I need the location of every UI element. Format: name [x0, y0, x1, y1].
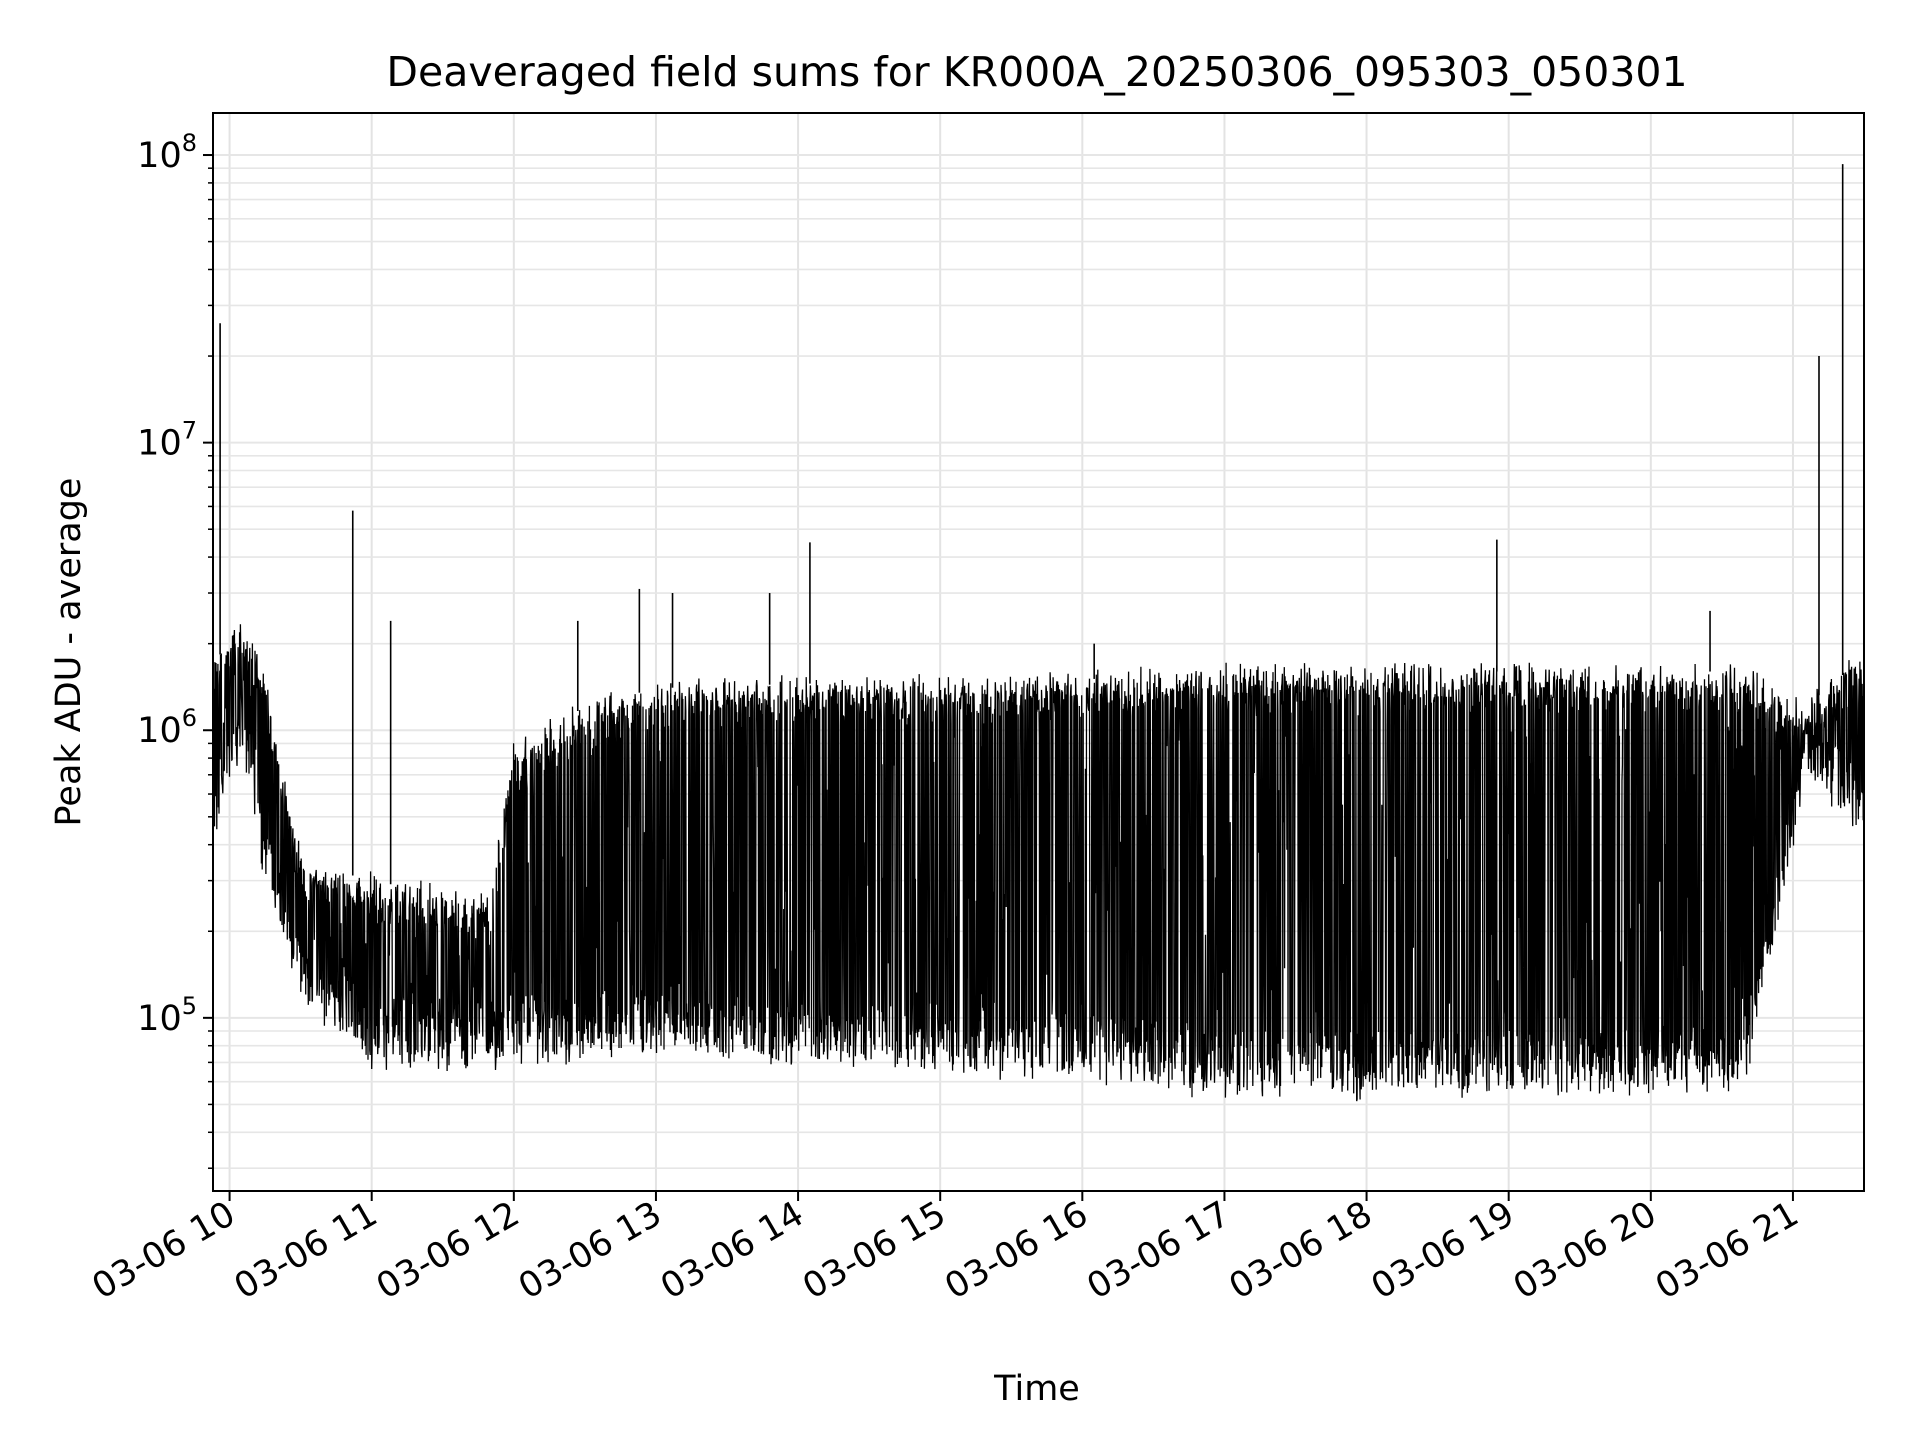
data-series-line — [212, 624, 1865, 1102]
y-axis: 105 106 107 108 — [137, 129, 213, 1169]
x-tick-label: 03-06 21 — [1649, 1194, 1805, 1307]
y-tick-label: 108 — [137, 129, 197, 176]
y-tick-label: 105 — [137, 992, 197, 1039]
x-tick-label: 03-06 14 — [654, 1194, 810, 1307]
x-tick-label: 03-06 13 — [512, 1194, 668, 1307]
x-tick-label: 03-06 15 — [796, 1194, 952, 1307]
x-tick-label: 03-06 16 — [939, 1194, 1095, 1307]
x-tick-label: 03-06 20 — [1507, 1194, 1663, 1307]
plot-frame — [212, 112, 1865, 1192]
x-tick-label: 03-06 19 — [1365, 1194, 1521, 1307]
y-axis-label: Peak ADU - average — [49, 478, 89, 827]
x-tick-label: 03-06 10 — [86, 1194, 242, 1307]
x-tick-label: 03-06 12 — [370, 1194, 526, 1307]
y-tick-label: 107 — [137, 417, 197, 464]
chart-title: Deaveraged field sums for KR000A_2025030… — [386, 48, 1687, 96]
x-tick-label: 03-06 17 — [1081, 1194, 1237, 1307]
x-axis-label: Time — [993, 1369, 1080, 1409]
x-tick-label: 03-06 11 — [228, 1194, 384, 1307]
y-tick-label: 106 — [137, 704, 197, 751]
plot-area — [212, 164, 1865, 1102]
x-tick-label: 03-06 18 — [1223, 1194, 1379, 1307]
